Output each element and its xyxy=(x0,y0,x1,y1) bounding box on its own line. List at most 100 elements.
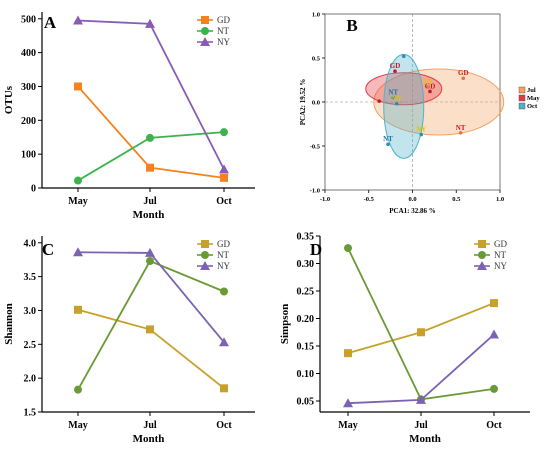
data-point-NT xyxy=(146,257,154,266)
legend-label: GD xyxy=(217,239,230,249)
data-point-GD xyxy=(146,325,154,334)
point-label: NY xyxy=(392,95,402,103)
x-tick-label: Jul xyxy=(143,196,157,207)
y-tick-label: 0.5 xyxy=(312,56,321,63)
y-tick-label: 0.15 xyxy=(297,342,315,353)
y-axis-title: OTUs xyxy=(3,85,15,114)
x-tick-label: 1.0 xyxy=(496,196,504,203)
data-point-NY xyxy=(145,18,155,28)
y-tick-label: 0.30 xyxy=(297,259,315,270)
point-label: NY xyxy=(423,78,433,86)
y-tick-label: 0.0 xyxy=(312,100,320,107)
panel-C: 1.5 2.0 2.5 3.0 3.5 4.0 May Jul Oct Month Shannon C… xyxy=(3,236,255,445)
x-axis-title: Month xyxy=(133,209,165,221)
point-label: GD xyxy=(390,62,401,70)
data-point-NY xyxy=(73,247,83,257)
pca-point-oct xyxy=(391,95,396,100)
data-point-NY xyxy=(219,164,229,174)
pca-point-oct xyxy=(401,54,406,59)
data-point-GD xyxy=(417,328,425,337)
legend-swatch-may xyxy=(518,94,526,102)
legend-marker-NT xyxy=(478,251,486,259)
y-tick-label: 3.0 xyxy=(24,306,37,317)
point-label: NT xyxy=(456,124,466,132)
x-tick-label: 0.0 xyxy=(408,196,416,203)
panel-letter: B xyxy=(346,16,357,35)
legend-marker-GD xyxy=(201,16,209,24)
y-tick-label: 0.05 xyxy=(297,397,315,408)
x-tick-label: May xyxy=(68,196,87,207)
ellipse-may xyxy=(365,72,443,106)
pca-point-oct xyxy=(419,132,424,137)
data-point-NT xyxy=(490,384,498,393)
legend-label: GD xyxy=(494,239,507,249)
legend-marker-NT xyxy=(201,27,209,35)
legend-marker-NY xyxy=(200,37,210,46)
data-point-NY xyxy=(489,329,499,339)
panel-A: 0 100 200 300 400 500 May Jul Oct Month OTUs A GDNTN… xyxy=(3,12,255,221)
data-point-GD xyxy=(74,82,82,91)
legend-label: NY xyxy=(217,37,230,47)
panel-B: -1.0 -0.5 0.0 0.5 1.0 -1.0 -0.5 0.0 0.5 1.0 PCA1: … xyxy=(299,12,540,216)
data-point-GD xyxy=(220,173,228,182)
y-tick-label: 500 xyxy=(21,14,36,25)
data-point-NY xyxy=(219,337,229,347)
x-axis-title: Month xyxy=(409,433,441,445)
x-tick-label: Oct xyxy=(216,420,232,431)
y-tick-label: 1.0 xyxy=(312,12,320,19)
data-point-NT xyxy=(220,287,228,296)
y-tick-label: -0.5 xyxy=(310,144,321,151)
point-label: NT xyxy=(388,89,398,97)
pca-point-jul xyxy=(461,76,466,81)
data-point-NT xyxy=(74,176,82,185)
legend-label: NT xyxy=(217,250,229,260)
x-tick-label: -1.0 xyxy=(320,196,330,203)
pca-point-may xyxy=(428,89,432,94)
y-tick-label: 400 xyxy=(21,48,36,59)
legend-marker-NT xyxy=(201,251,209,259)
pca-point-jul xyxy=(458,131,463,135)
y-tick-label: 0.10 xyxy=(297,369,315,380)
point-label: NY xyxy=(416,126,426,134)
data-point-NY xyxy=(416,394,426,404)
data-point-NT xyxy=(146,133,154,142)
legend-marker-NY xyxy=(477,261,487,270)
x-tick-label: Jul xyxy=(414,420,428,431)
y-tick-label: 100 xyxy=(21,150,36,161)
point-label: GD xyxy=(425,82,436,90)
y-tick-label: 0 xyxy=(31,184,36,195)
legend-marker-GD xyxy=(201,240,209,248)
data-point-NY xyxy=(343,398,353,408)
legend-marker-GD xyxy=(478,240,486,248)
x-tick-label: Oct xyxy=(216,196,232,207)
series-line-NT xyxy=(347,247,495,401)
pca-point-may xyxy=(377,99,382,103)
legend-label: Oct xyxy=(527,103,538,110)
panel-letter: C xyxy=(42,240,54,259)
y-tick-label: 200 xyxy=(21,116,36,127)
x-tick-label: May xyxy=(338,420,357,431)
legend-label: NY xyxy=(217,261,230,271)
x-axis-title: Month xyxy=(133,433,165,445)
pca-point-oct xyxy=(386,142,390,147)
x-tick-label: Jul xyxy=(143,420,157,431)
legend-label: GD xyxy=(217,15,230,25)
y-axis-title: PCA2: 19.52 % xyxy=(299,79,307,125)
data-point-NT xyxy=(344,244,352,253)
panel-letter: A xyxy=(44,13,57,32)
x-tick-label: 0.5 xyxy=(452,196,461,203)
data-point-NY xyxy=(73,15,83,25)
y-tick-label: 2.0 xyxy=(24,374,37,385)
x-tick-label: May xyxy=(68,420,87,431)
y-axis-title: Simpson xyxy=(279,304,291,344)
y-tick-label: 0.35 xyxy=(297,232,315,243)
data-point-GD xyxy=(490,299,498,308)
data-point-GD xyxy=(344,349,352,358)
y-tick-label: 2.5 xyxy=(24,340,37,351)
data-point-NY xyxy=(145,247,155,257)
pca-point-may xyxy=(393,69,397,73)
data-point-GD xyxy=(74,305,82,314)
y-tick-label: 3.5 xyxy=(24,272,37,283)
legend-label: Jul xyxy=(527,87,536,94)
x-tick-label: Oct xyxy=(486,420,502,431)
